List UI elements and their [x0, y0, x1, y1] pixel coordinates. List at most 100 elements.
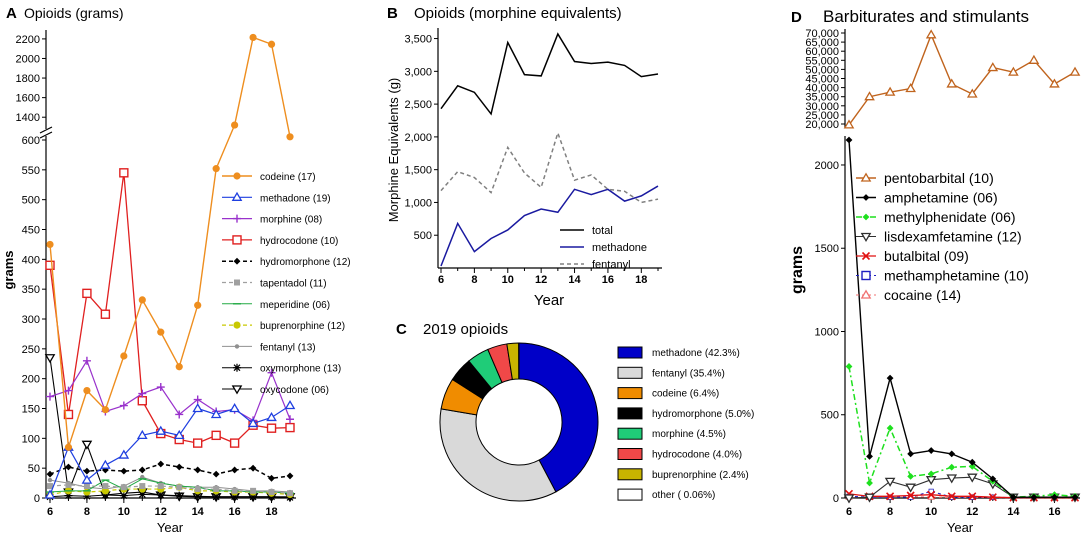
data-point: [138, 490, 147, 499]
data-point: [989, 475, 997, 483]
panel-d-y-tick-label: 40,000: [805, 83, 839, 95]
data-point: [156, 491, 165, 500]
panel-b: B Opioids (morphine equivalents) 500 1,000 1…: [386, 5, 662, 309]
series-line: [440, 32, 659, 116]
data-point: [212, 165, 220, 173]
legend-item-methamphetamine: methamphetamine (10): [856, 268, 1029, 284]
data-point: [193, 395, 202, 404]
data-point: [987, 62, 999, 72]
data-point: [120, 352, 128, 360]
data-point: [267, 368, 276, 377]
panel-a-y-tick-label: 50: [28, 463, 40, 475]
panel-a-y-tick-label: 1600: [16, 93, 40, 105]
series-line: [848, 139, 1075, 498]
data-point: [231, 121, 239, 129]
legend-label: hydromorphone (12): [260, 257, 351, 268]
legend-label: amphetamine (06): [884, 190, 998, 206]
legend-swatch: [617, 387, 643, 400]
panel-d-y-tick-label: 1000: [815, 326, 839, 338]
legend-label: buprenorphine (2.4%): [652, 470, 749, 481]
panel-d-y-tick-label: 60,000: [805, 46, 839, 58]
panel-b-y-tick-label: 1,500: [404, 165, 432, 177]
data-point: [118, 449, 130, 459]
series-codeine: [46, 33, 294, 451]
panel-d-y-tick-label: 0: [833, 493, 839, 505]
legend-item-amphetamine: amphetamine (06): [856, 190, 998, 206]
data-point: [886, 492, 895, 501]
panel-d-x-tick-label: 12: [966, 506, 978, 518]
legend-marker: [233, 172, 241, 180]
data-point: [249, 492, 258, 501]
data-point: [229, 403, 240, 413]
panel-d-y-tick-label: 50,000: [805, 64, 839, 76]
panel-d-title: Barbiturates and stimulants: [823, 7, 1029, 26]
data-point: [268, 474, 275, 482]
legend-label: cocaine (14): [884, 287, 961, 303]
data-point: [156, 383, 165, 392]
series-line: [440, 185, 659, 267]
data-point: [249, 464, 257, 472]
data-point: [905, 483, 916, 493]
legend-item-other: other ( 0.06%): [617, 488, 715, 501]
data-point: [44, 489, 56, 499]
data-point: [194, 486, 201, 493]
legend-item-methadone: methadone (19): [222, 191, 331, 204]
legend-label: hydrocodone (4.0%): [652, 450, 742, 461]
legend-item-methylphenidate: methylphenidate (06): [856, 209, 1016, 225]
data-point: [968, 458, 976, 466]
legend-item-fentanyl: fentanyl (35.4%): [617, 366, 725, 379]
series-line: [49, 405, 291, 496]
data-point: [65, 463, 72, 471]
panel-a-x-tick-label: 18: [265, 506, 277, 518]
legend-label: buprenorphine (12): [260, 321, 345, 332]
series-morphine: [46, 356, 294, 425]
panel-d-y-tick-label: 35,000: [805, 92, 839, 104]
legend-label: lisdexamfetamine (12): [884, 229, 1022, 245]
panel-d-x-tick-label: 16: [1048, 506, 1060, 518]
legend-label: butalbital (09): [884, 248, 969, 264]
panel-a-y-tick-label: 1800: [16, 73, 40, 85]
panel-a-x-tick-label: 12: [155, 506, 167, 518]
panel-a-y-tick-label: 2000: [16, 53, 40, 65]
legend-label: other ( 0.06%): [652, 490, 715, 501]
data-point: [81, 440, 93, 450]
data-point: [905, 83, 916, 93]
legend-item-morphine: morphine (08): [222, 214, 322, 226]
data-point: [136, 429, 148, 440]
panel-a-y-tick-label: 350: [22, 284, 40, 296]
data-point: [211, 430, 221, 441]
data-point: [47, 483, 53, 490]
series-amphetamine: [845, 136, 1079, 501]
data-point: [968, 492, 977, 501]
data-point: [845, 136, 853, 144]
legend-label: hydrocodone (10): [260, 236, 338, 247]
legend-swatch: [617, 468, 643, 481]
panel-a-y-tick-label: 150: [22, 404, 40, 416]
data-point: [120, 467, 128, 475]
panel-a-y-tick-label: 500: [22, 195, 40, 207]
panel-b-x-tick-label: 10: [502, 274, 514, 286]
legend-label: hydromorphone (5.0%): [652, 409, 754, 420]
legend-item-methadone: methadone: [560, 242, 647, 254]
data-point: [46, 392, 54, 401]
data-point: [1028, 54, 1040, 64]
panel-b-y-tick-label: 3,000: [404, 66, 432, 78]
data-point: [966, 88, 978, 98]
series-line: [49, 484, 291, 494]
data-point: [886, 424, 894, 432]
legend-label: fentanyl: [592, 259, 631, 271]
panel-a-y-tick-label: 400: [22, 254, 40, 266]
panel-b-x-tick-label: 18: [635, 274, 647, 286]
series-line: [440, 130, 659, 204]
data-point: [1049, 78, 1060, 88]
data-point: [250, 487, 257, 494]
series-total: [440, 32, 659, 116]
data-point: [1051, 493, 1058, 501]
legend-item-oxycodone: oxycodone (06): [222, 385, 329, 396]
legend-marker: [233, 321, 241, 329]
series-tapentadol: [47, 481, 293, 497]
panel-a-y-tick-label: 0: [34, 493, 40, 505]
legend-marker: [233, 214, 241, 223]
panel-b-x-tick-label: 14: [568, 274, 581, 286]
data-point: [175, 410, 184, 419]
